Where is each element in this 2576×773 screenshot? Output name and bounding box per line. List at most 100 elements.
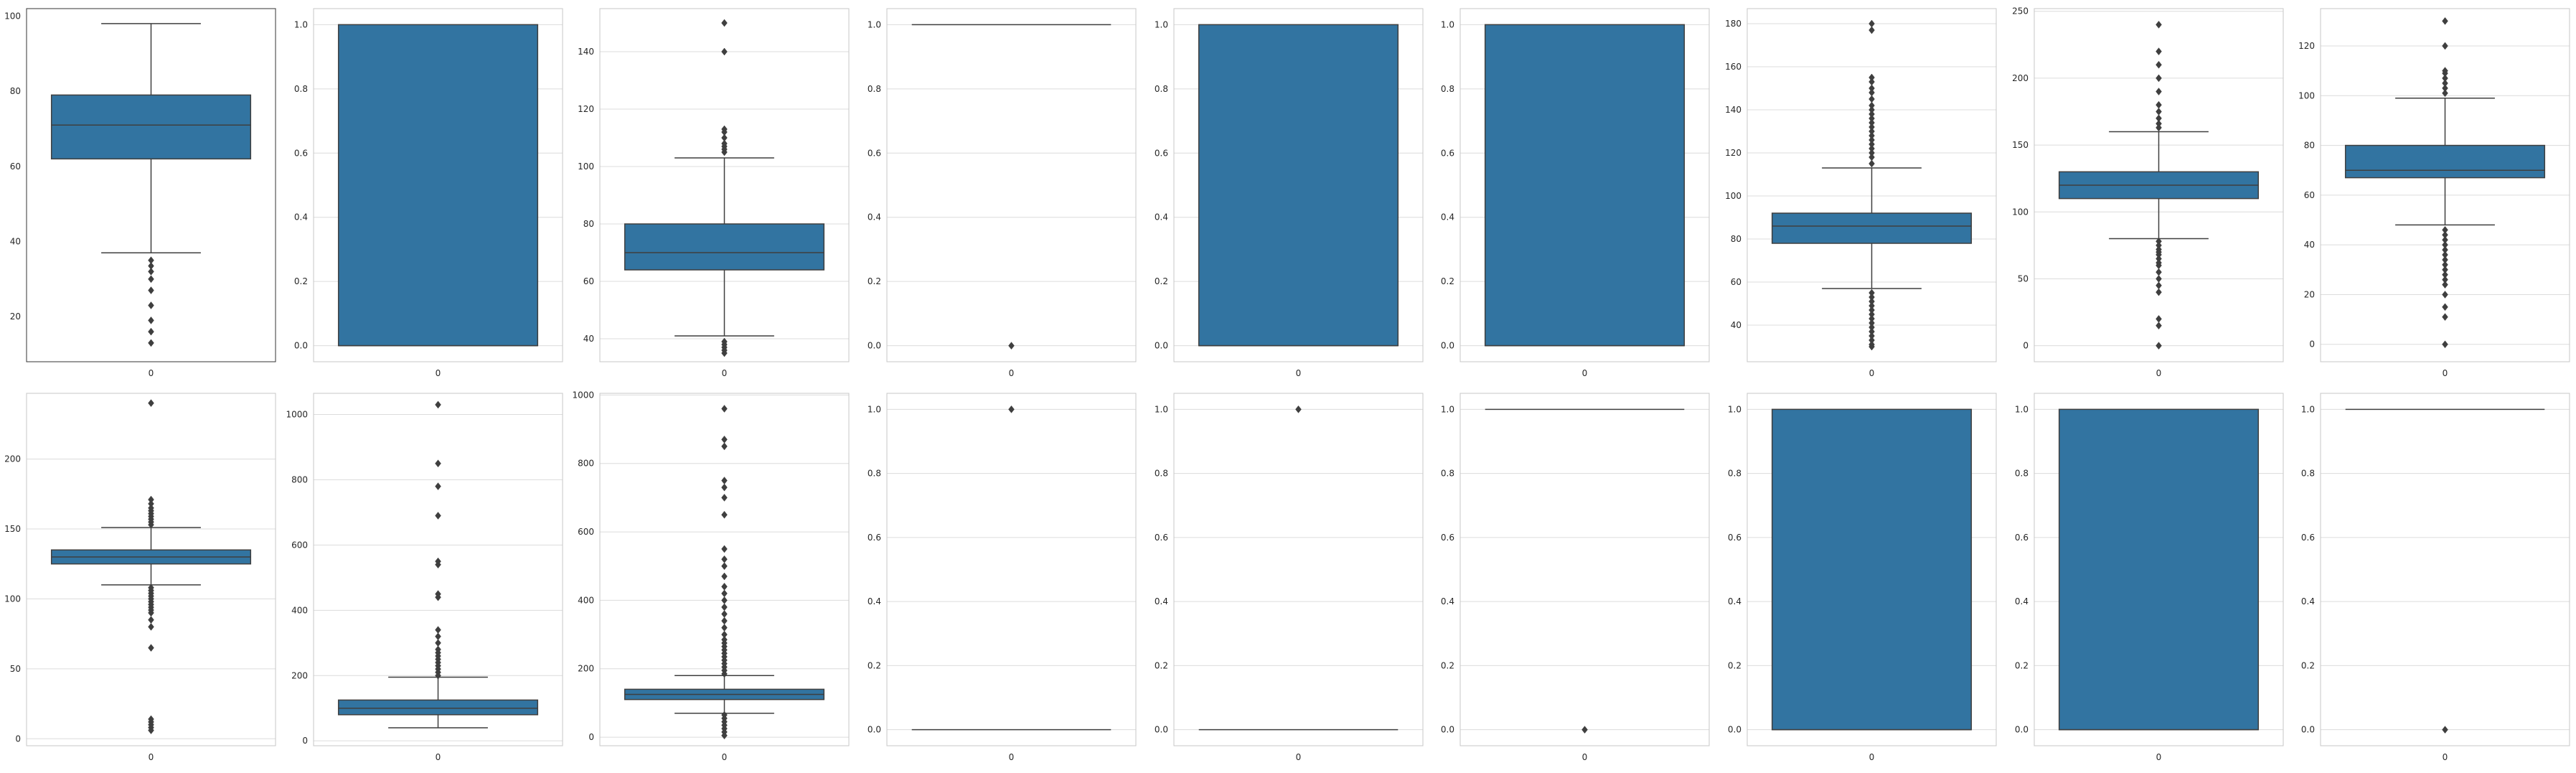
y-tick-label: 0.0 xyxy=(868,341,881,351)
outlier-point xyxy=(2156,119,2162,128)
box xyxy=(1484,24,1686,347)
axes-frame xyxy=(26,8,276,362)
y-tick-label: 0 xyxy=(2309,339,2315,350)
y-tick-label: 1000 xyxy=(572,390,594,400)
y-tick-label: 160 xyxy=(1725,62,1741,72)
outlier-point xyxy=(721,562,728,571)
axes-frame xyxy=(599,8,850,362)
y-tick-label: 600 xyxy=(578,527,594,537)
axes-frame xyxy=(313,8,563,362)
y-tick-label: 400 xyxy=(291,605,308,615)
subplot-13: 0.0 0.2 0.4 0.6 0.8 1.0 0 xyxy=(868,393,1137,762)
x-tick-label: 0 xyxy=(1869,368,1875,378)
y-tick-label: 20 xyxy=(10,311,21,322)
outlier-point xyxy=(2442,726,2448,734)
outlier-point xyxy=(148,286,154,294)
box xyxy=(624,223,825,271)
outlier-point xyxy=(1295,405,1302,413)
outlier-point xyxy=(721,731,728,740)
y-tick-label: 60 xyxy=(2304,190,2315,200)
outlier-point xyxy=(1581,726,1588,734)
outlier-point xyxy=(1868,153,1875,161)
y-tick-label: 0.8 xyxy=(1441,469,1454,479)
y-tick-label: 800 xyxy=(578,459,594,469)
y-tick-label: 140 xyxy=(1725,105,1741,115)
box xyxy=(1771,212,1973,244)
x-tick-label: 0 xyxy=(2443,752,2448,762)
y-tick-label: 0.2 xyxy=(868,660,881,670)
outlier-point xyxy=(721,596,728,604)
axes-frame xyxy=(1173,8,1424,362)
outlier-point xyxy=(148,500,154,508)
outlier-point xyxy=(1868,88,1875,97)
box xyxy=(1771,408,1973,731)
box xyxy=(337,24,539,347)
outlier-point xyxy=(435,626,441,634)
axes-frame xyxy=(2320,393,2570,746)
outlier-point xyxy=(2156,268,2162,276)
y-tick-label: 600 xyxy=(291,540,308,550)
subplot-8: 0 50 100 150 200 250 0 xyxy=(2012,6,2284,378)
subplot-11: 0 200 400 600 800 1000 0 xyxy=(286,393,563,762)
subplot-2: 0.0 0.2 0.4 0.6 0.8 1.0 0 xyxy=(294,8,563,378)
axes-frame xyxy=(599,393,850,746)
outlier-point xyxy=(721,125,728,133)
x-tick-label: 0 xyxy=(436,368,441,378)
outlier-point xyxy=(1868,95,1875,103)
y-tick-label: 80 xyxy=(10,86,21,96)
y-tick-label: 0.2 xyxy=(868,276,881,286)
y-tick-label: 0.8 xyxy=(868,84,881,94)
outlier-point xyxy=(435,557,441,566)
outlier-point xyxy=(2156,74,2162,83)
y-tick-label: 80 xyxy=(583,219,594,229)
y-tick-label: 100 xyxy=(1725,191,1741,201)
y-tick-label: 0.8 xyxy=(2301,469,2315,479)
y-tick-label: 80 xyxy=(1731,234,1741,244)
y-tick-label: 0.4 xyxy=(1441,596,1454,606)
outlier-point xyxy=(1868,159,1875,168)
outlier-point xyxy=(1868,101,1875,110)
outlier-point xyxy=(2442,42,2448,50)
outlier-point xyxy=(721,139,728,148)
y-tick-label: 0.0 xyxy=(1441,341,1454,351)
outlier-point xyxy=(721,477,728,484)
y-tick-label: 0.0 xyxy=(1155,341,1168,351)
outlier-point xyxy=(2156,288,2162,296)
outlier-point xyxy=(1868,78,1875,86)
y-tick-label: 0.6 xyxy=(1155,533,1168,543)
y-tick-label: 0 xyxy=(15,734,21,744)
y-tick-label: 0.0 xyxy=(1441,725,1454,735)
outlier-point xyxy=(2442,291,2448,299)
outlier-point xyxy=(148,504,154,512)
subplot-4: 0.0 0.2 0.4 0.6 0.8 1.0 0 xyxy=(868,8,1137,378)
outlier-point xyxy=(721,630,728,639)
y-tick-label: 0.6 xyxy=(868,533,881,543)
y-tick-label: 50 xyxy=(2018,273,2029,284)
x-tick-label: 0 xyxy=(1582,752,1588,762)
x-tick-label: 0 xyxy=(2156,752,2162,762)
y-tick-label: 150 xyxy=(4,524,21,534)
y-tick-label: 0.2 xyxy=(2301,660,2315,670)
outlier-point xyxy=(435,512,441,520)
axes-frame xyxy=(2034,393,2284,746)
y-tick-label: 80 xyxy=(2304,141,2315,151)
outlier-point xyxy=(2442,84,2448,93)
y-tick-label: 0.8 xyxy=(1155,469,1168,479)
y-tick-label: 1.0 xyxy=(1155,19,1168,29)
outlier-point xyxy=(2156,281,2162,290)
subplot-10: 0 50 100 150 200 0 xyxy=(4,393,276,762)
outlier-point xyxy=(2156,100,2162,109)
y-tick-label: 1.0 xyxy=(1441,19,1454,29)
outlier-point xyxy=(148,275,154,284)
outlier-point xyxy=(721,483,728,492)
y-tick-label: 0.4 xyxy=(1155,212,1168,222)
y-tick-label: 100 xyxy=(4,11,21,21)
outlier-point xyxy=(1868,127,1875,136)
x-tick-label: 0 xyxy=(1869,752,1875,762)
y-tick-label: 1.0 xyxy=(1155,404,1168,414)
y-tick-label: 250 xyxy=(2012,6,2029,17)
y-tick-label: 0.4 xyxy=(1441,212,1454,222)
y-tick-label: 0.2 xyxy=(294,276,308,286)
x-tick-label: 0 xyxy=(1582,368,1588,378)
y-tick-label: 1.0 xyxy=(868,404,881,414)
